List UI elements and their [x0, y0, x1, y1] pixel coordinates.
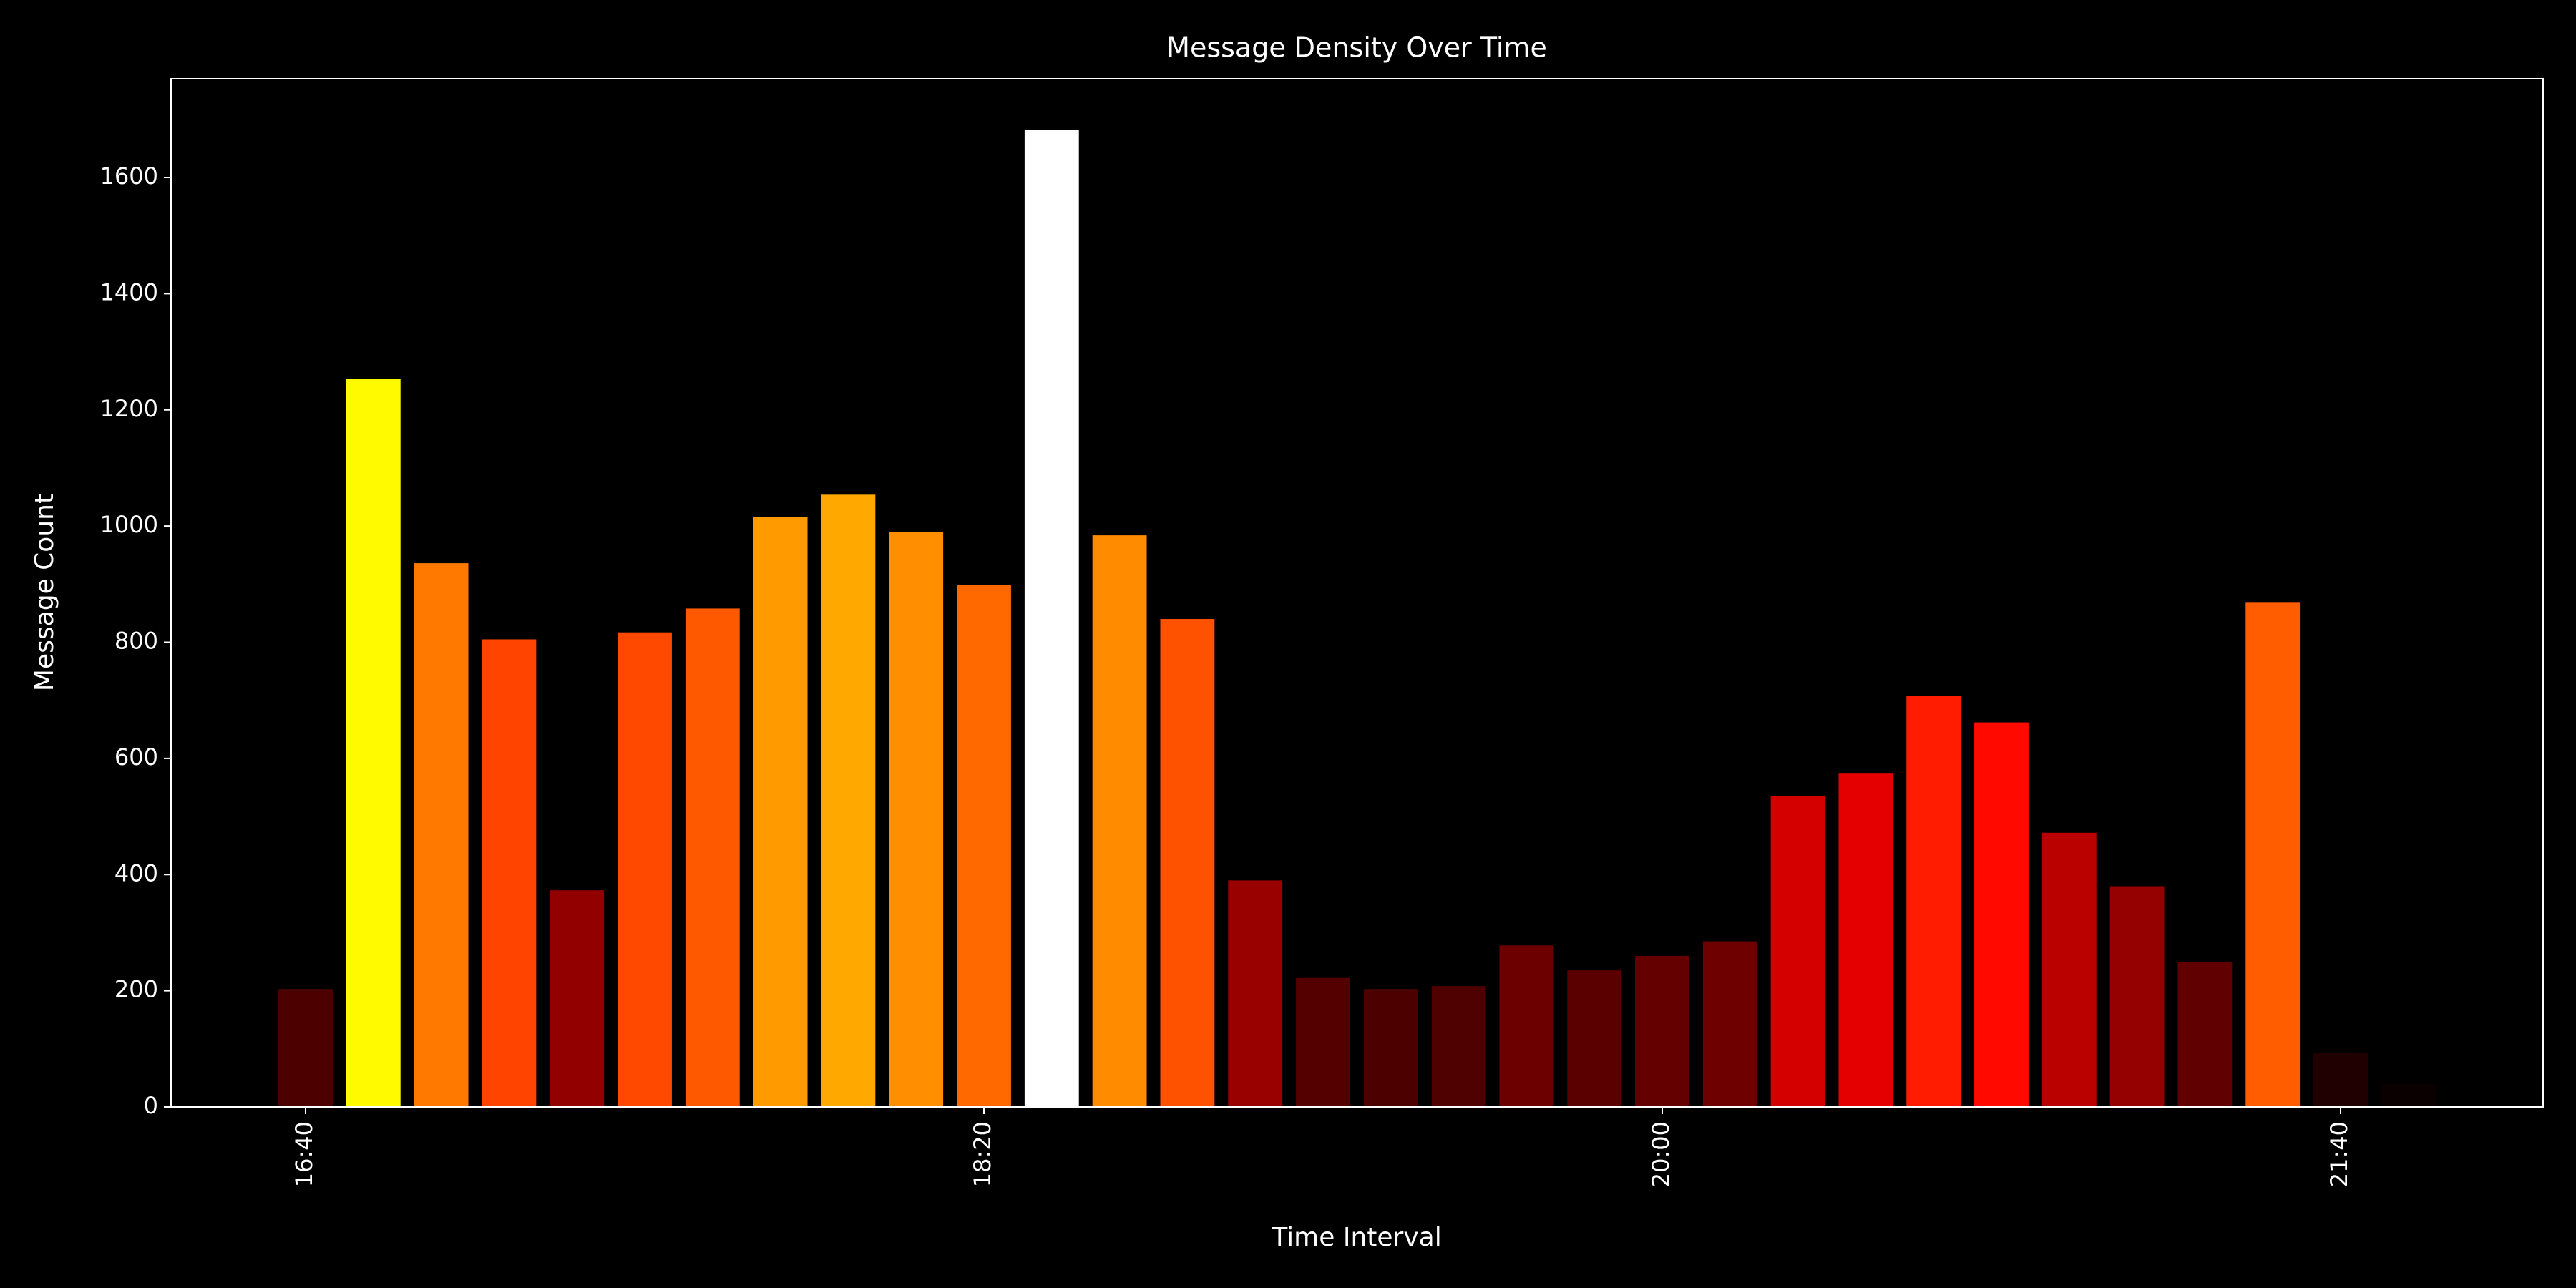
- y-tick-label: 1400: [100, 278, 158, 306]
- bar: [685, 608, 740, 1107]
- x-axis-label: Time Interval: [1271, 1223, 1441, 1252]
- bar: [1906, 696, 1961, 1107]
- y-tick-label: 1600: [100, 162, 158, 190]
- bar: [1092, 535, 1147, 1107]
- bar: [821, 494, 876, 1107]
- bar: [1702, 941, 1757, 1107]
- bar: [1974, 722, 2029, 1107]
- bar: [414, 563, 469, 1107]
- plot-frame: [170, 78, 2544, 1108]
- bar: [2381, 1083, 2436, 1107]
- y-tick-label: 200: [114, 976, 158, 1003]
- y-tick-label: 600: [114, 743, 158, 771]
- x-tick-label: 18:20: [969, 1121, 996, 1187]
- bar: [1228, 880, 1283, 1107]
- bar: [2245, 602, 2301, 1107]
- bar: [618, 632, 672, 1107]
- bar: [1160, 619, 1215, 1107]
- bar: [2177, 962, 2233, 1107]
- chart-title: Message Density Over Time: [1166, 32, 1547, 64]
- y-tick-label: 1000: [100, 511, 158, 538]
- bar: [1635, 955, 1689, 1107]
- bar: [482, 639, 537, 1107]
- bar: [550, 890, 605, 1107]
- bar: [2041, 832, 2097, 1107]
- bar: [2313, 1053, 2368, 1107]
- bar: [2109, 886, 2165, 1107]
- bar: [1296, 977, 1350, 1107]
- y-tick-label: 800: [114, 628, 158, 655]
- x-tick-label: 20:00: [1647, 1121, 1674, 1187]
- bar: [1363, 989, 1418, 1107]
- y-tick-label: 1200: [100, 395, 158, 422]
- y-tick-label: 0: [144, 1092, 158, 1119]
- bar: [957, 585, 1011, 1107]
- x-tick-label: 21:40: [2326, 1121, 2353, 1187]
- bar: [753, 517, 808, 1107]
- bar: [1024, 130, 1079, 1107]
- bar: [889, 532, 944, 1107]
- x-tick-label: 16:40: [291, 1121, 318, 1187]
- bar: [1770, 796, 1825, 1107]
- bar: [278, 989, 333, 1107]
- y-tick-label: 400: [114, 859, 158, 887]
- bar: [1567, 970, 1622, 1107]
- bar: [346, 379, 401, 1107]
- y-axis-label: Message Count: [30, 494, 59, 691]
- bar: [1431, 986, 1486, 1107]
- bar: [1499, 945, 1554, 1107]
- bar: [1838, 773, 1893, 1107]
